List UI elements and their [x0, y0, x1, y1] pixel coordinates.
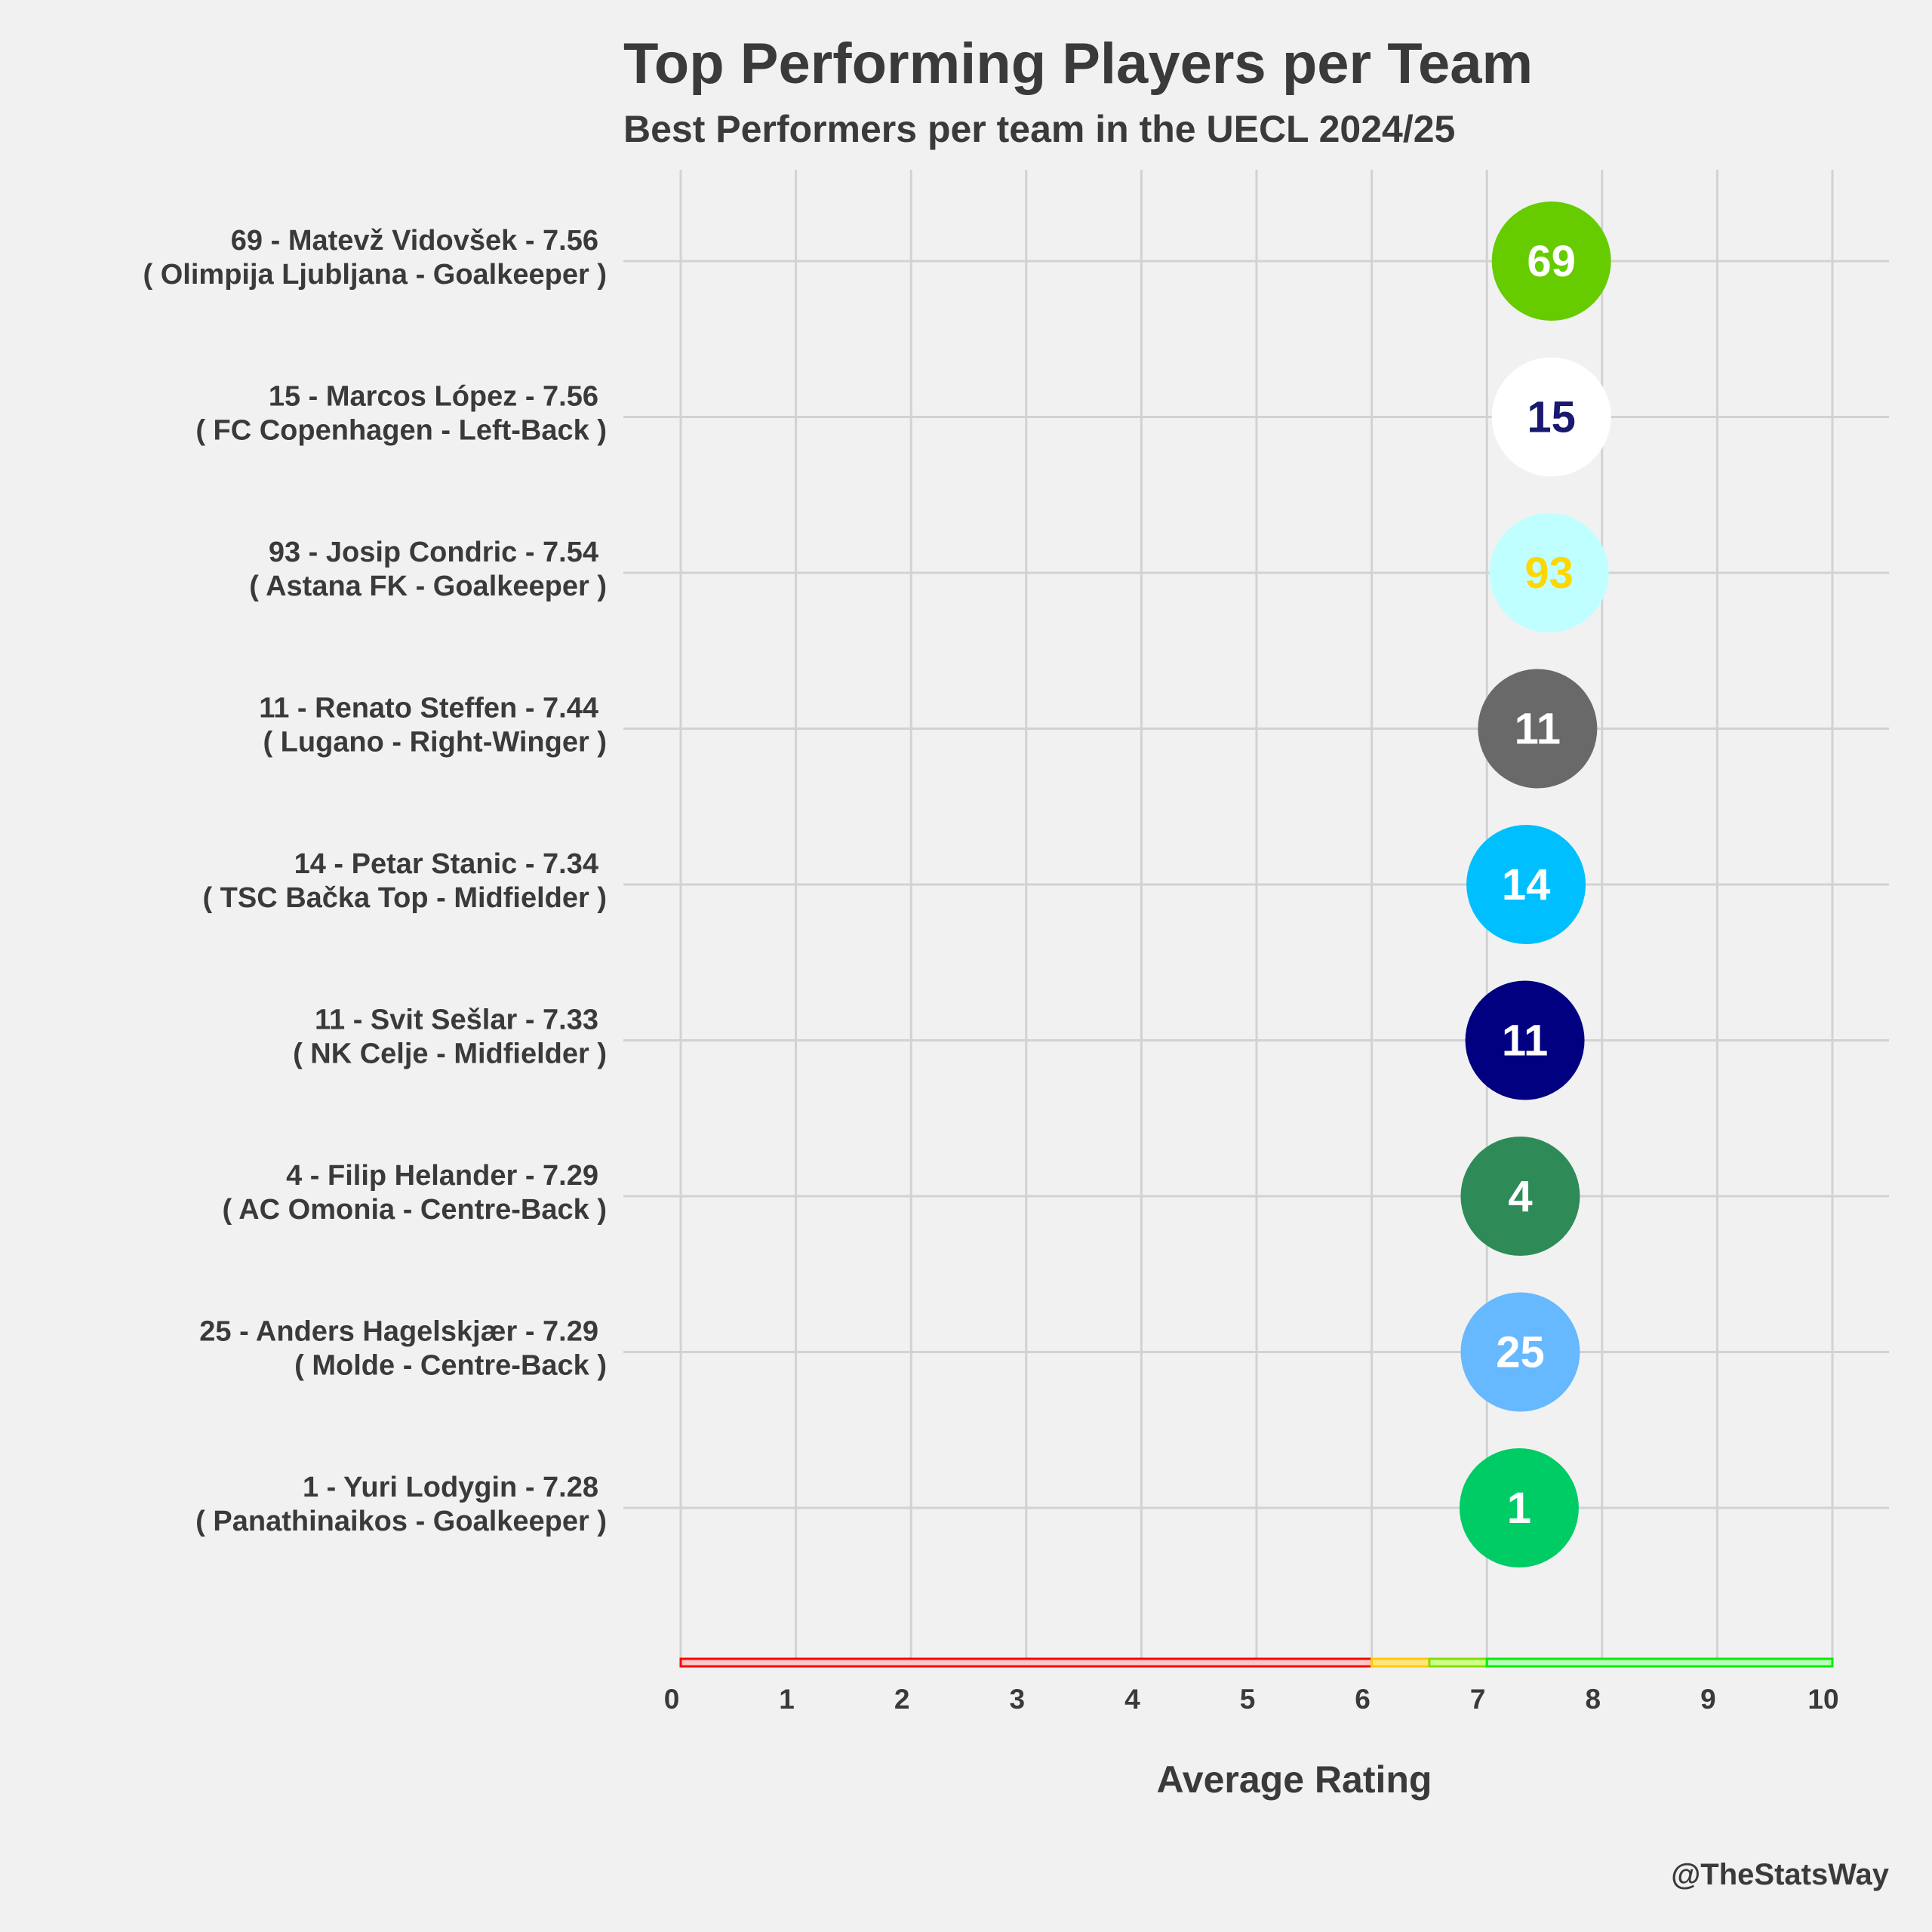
player-label-name: 15 - Marcos López - 7.56 — [269, 381, 598, 413]
player-number: 4 — [1508, 1172, 1532, 1221]
player-label-name: 1 - Yuri Lodygin - 7.28 — [303, 1472, 598, 1503]
player-label-name: 11 - Svit Sešlar - 7.33 — [315, 1004, 598, 1036]
player-label-team: ( Panathinaikos - Goalkeeper ) — [195, 1506, 607, 1537]
rating-band — [1485, 1657, 1834, 1668]
x-tick-label: 4 — [1124, 1684, 1140, 1715]
player-marker — [1465, 980, 1585, 1100]
player-label-team: ( AC Omonia - Centre-Back ) — [222, 1194, 607, 1226]
player-labels: 69 - Matevž Vidovšek - 7.56( Olimpija Lj… — [143, 225, 607, 1537]
chart-title: Top Performing Players per Team — [623, 32, 1533, 96]
x-tick-label: 5 — [1240, 1684, 1256, 1715]
x-tick-label: 0 — [664, 1684, 680, 1715]
rating-band-bar — [679, 1657, 1834, 1668]
player-label-team: ( Molde - Centre-Back ) — [294, 1350, 607, 1382]
chart-subtitle: Best Performers per team in the UECL 202… — [623, 108, 1455, 150]
player-marker — [1460, 1137, 1580, 1256]
player-marker — [1491, 357, 1611, 477]
x-tick-label: 3 — [1010, 1684, 1026, 1715]
player-number: 14 — [1502, 860, 1551, 909]
player-label-team: ( TSC Bačka Top - Midfielder ) — [202, 882, 607, 914]
rating-band — [679, 1657, 1374, 1668]
player-number: 93 — [1524, 549, 1574, 598]
x-axis-ticks: 0 1 2 3 4 5 6 7 8 9 10 — [664, 1684, 1839, 1715]
rating-band — [1371, 1657, 1431, 1668]
player-marker — [1491, 202, 1611, 321]
player-label-name: 25 - Anders Hagelskjær - 7.29 — [199, 1316, 598, 1348]
credit-text: @TheStatsWay — [1671, 1858, 1889, 1891]
player-label-name: 93 - Josip Condric - 7.54 — [269, 537, 598, 568]
player-marker — [1478, 669, 1598, 789]
player-label-name: 14 - Petar Stanic - 7.34 — [294, 848, 598, 880]
x-tick-label: 8 — [1586, 1684, 1601, 1715]
player-marker — [1466, 825, 1586, 944]
player-number: 15 — [1527, 393, 1576, 442]
player-markers: 69 15 93 11 14 11 4 25 1 — [1459, 202, 1611, 1567]
player-marker — [1459, 1448, 1579, 1567]
x-tick-label: 1 — [779, 1684, 795, 1715]
x-tick-label: 10 — [1807, 1684, 1838, 1715]
player-number: 1 — [1507, 1484, 1531, 1533]
grid — [623, 170, 1889, 1660]
player-label-team: ( Astana FK - Goalkeeper ) — [249, 571, 607, 602]
player-number: 11 — [1515, 705, 1561, 754]
rating-band — [1428, 1657, 1488, 1668]
player-label-name: 4 - Filip Helander - 7.29 — [286, 1160, 598, 1192]
player-label-name: 11 - Renato Steffen - 7.44 — [259, 693, 598, 724]
player-label-team: ( FC Copenhagen - Left-Back ) — [195, 415, 607, 447]
x-tick-label: 7 — [1470, 1684, 1486, 1715]
player-marker — [1460, 1292, 1580, 1412]
x-axis-label: Average Rating — [1157, 1758, 1432, 1801]
player-label-team: ( Lugano - Right-Winger ) — [263, 727, 607, 758]
player-label-team: ( NK Celje - Midfielder ) — [293, 1038, 607, 1070]
player-label-name: 69 - Matevž Vidovšek - 7.56 — [231, 225, 598, 257]
player-number: 69 — [1527, 237, 1576, 286]
player-number: 11 — [1502, 1017, 1548, 1066]
player-label-team: ( Olimpija Ljubljana - Goalkeeper ) — [143, 259, 607, 291]
player-number: 25 — [1496, 1328, 1545, 1377]
x-tick-label: 6 — [1355, 1684, 1371, 1715]
player-marker — [1489, 513, 1609, 632]
x-tick-label: 9 — [1700, 1684, 1716, 1715]
x-tick-label: 2 — [894, 1684, 910, 1715]
